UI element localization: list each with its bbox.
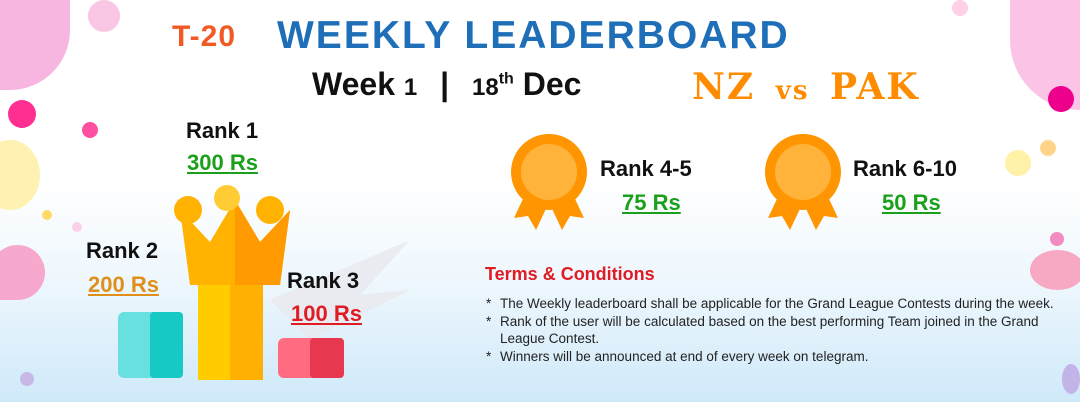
- week-date-line: Week 1 | 18th Dec: [312, 66, 581, 103]
- decor-dot: [82, 122, 98, 138]
- podium-block-3-shade: [310, 338, 344, 378]
- decor-dot: [1062, 364, 1080, 394]
- rank-1-label: Rank 1: [186, 118, 259, 143]
- format-label: T-20: [172, 20, 237, 53]
- decor-dot: [952, 0, 968, 16]
- rank-2-prize: 200 Rs: [88, 272, 159, 297]
- list-item: * Rank of the user will be calculated bas…: [486, 313, 1039, 347]
- team-a: NZ: [692, 66, 756, 108]
- decor-dot: [72, 222, 82, 232]
- date-day: 18: [472, 74, 499, 101]
- podium-illustration: [118, 185, 410, 380]
- crown-icon: [174, 185, 290, 285]
- week-word: Week: [312, 66, 396, 102]
- date-month: Dec: [522, 66, 582, 102]
- rank-6-10-prize: 50 Rs: [882, 190, 941, 215]
- decor-dot: [1030, 250, 1080, 290]
- terms-list: * The Weekly leaderboard shall be applica…: [486, 295, 1066, 365]
- medal-icon: [511, 134, 587, 230]
- decor-dot: [0, 245, 45, 300]
- week-number: 1: [403, 74, 418, 101]
- bullet-star-icon: *: [486, 296, 492, 311]
- separator: |: [440, 66, 450, 102]
- decor-dot: [42, 210, 52, 220]
- vs-label: vs: [775, 76, 810, 106]
- rank-3-prize: 100 Rs: [291, 301, 362, 326]
- podium-block-1-shade: [230, 285, 263, 380]
- decor-dot: [20, 372, 34, 386]
- rank-3-label: Rank 3: [287, 268, 360, 293]
- medal-icon: [765, 134, 841, 230]
- decor-dot: [1050, 232, 1064, 246]
- decor-dot: [1040, 140, 1056, 156]
- match-title: NZ vs PAK: [692, 66, 920, 108]
- bullet-star-icon: *: [486, 313, 492, 329]
- decor-dot: [1005, 150, 1031, 176]
- shadow-swoosh: [270, 240, 410, 340]
- rank-1-prize: 300 Rs: [187, 150, 258, 175]
- decor-dot: [88, 0, 120, 32]
- rank-4-5-prize: 75 Rs: [622, 190, 681, 215]
- team-b: PAK: [830, 66, 920, 108]
- list-item: * The Weekly leaderboard shall be applica…: [486, 296, 1054, 311]
- rank-4-5-label: Rank 4-5: [600, 156, 692, 181]
- podium-block-2-shade: [150, 312, 183, 378]
- bullet-star-icon: *: [486, 348, 492, 364]
- decor-dot: [8, 100, 36, 128]
- decor-dot: [1048, 86, 1074, 112]
- terms-title: Terms & Conditions: [485, 264, 655, 284]
- date-suffix: th: [498, 70, 514, 88]
- page-title: WEEKLY LEADERBOARD: [277, 14, 790, 57]
- list-item: * Winners will be announced at end of eve…: [486, 348, 869, 364]
- rank-6-10-label: Rank 6-10: [853, 156, 957, 181]
- rank-2-label: Rank 2: [86, 238, 159, 263]
